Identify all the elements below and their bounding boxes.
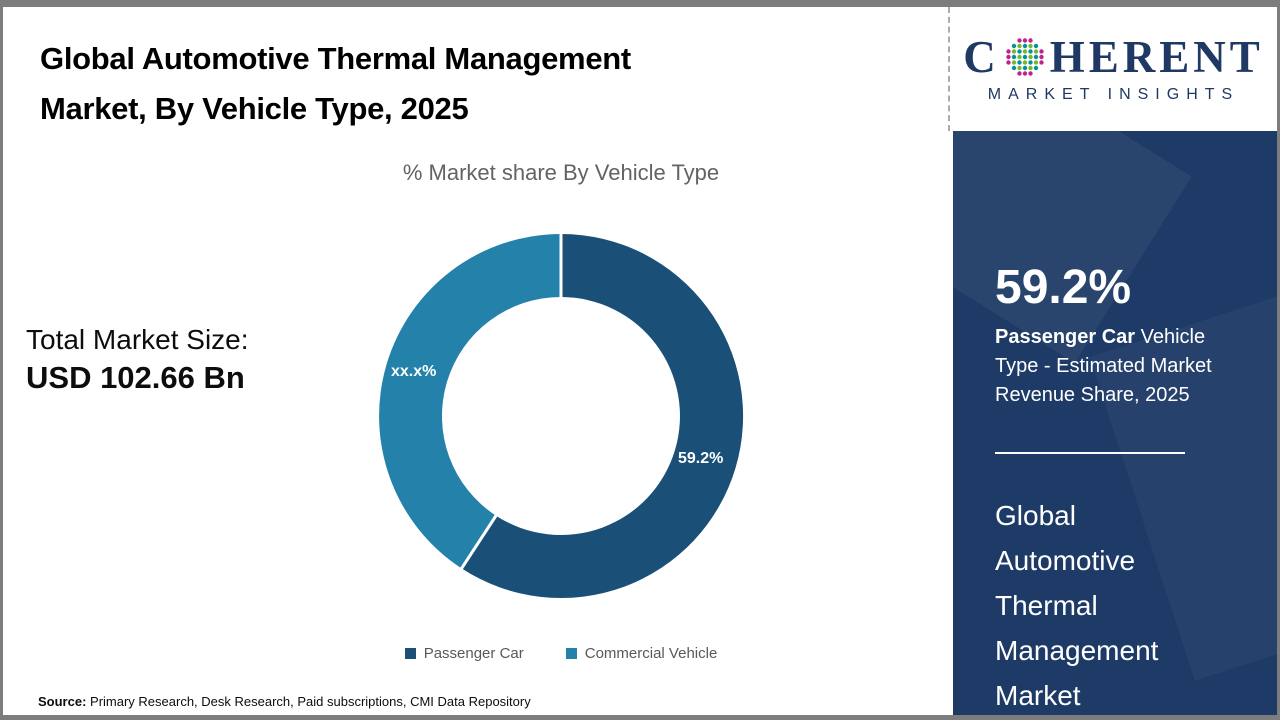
total-market-size-block: Total Market Size: USD 102.66 Bn bbox=[26, 324, 249, 396]
logo-letter-c: C bbox=[963, 31, 1000, 82]
donut-chart bbox=[379, 232, 744, 598]
panel-market-title: Global Automotive Thermal Management Mar… bbox=[995, 500, 1159, 711]
page-title: Global Automotive Thermal Management Mar… bbox=[40, 34, 631, 134]
highlight-value: 59.2% bbox=[995, 261, 1132, 314]
chart-subtitle: % Market share By Vehicle Type bbox=[402, 160, 720, 185]
source-text: Primary Research, Desk Research, Paid su… bbox=[86, 694, 531, 709]
legend-item-commercial-vehicle: Commercial Vehicle bbox=[565, 645, 718, 662]
slice-label-passenger-car: 59.2% bbox=[678, 450, 724, 467]
coherent-logo-box: C HERENT MARKET INSIGHTS bbox=[948, 7, 1277, 131]
donut-slice-commercial-vehicle bbox=[379, 234, 561, 569]
page-title-line1: Global Automotive Thermal Management bbox=[40, 41, 631, 76]
legend-item-passenger-car: Passenger Car bbox=[404, 645, 524, 662]
page-title-line2: Market, By Vehicle Type, 2025 bbox=[40, 91, 469, 126]
slice-separator-bottom-left bbox=[459, 513, 499, 571]
logo-letters-rest: HERENT bbox=[1049, 31, 1264, 82]
legend-label-commercial-vehicle: Commercial Vehicle bbox=[584, 645, 718, 662]
logo-tagline: MARKET INSIGHTS bbox=[987, 85, 1240, 103]
highlight-description: Passenger Car Vehicle Type - Estimated M… bbox=[995, 323, 1247, 410]
total-market-size-label: Total Market Size: bbox=[26, 324, 249, 355]
source-line: Source: Primary Research, Desk Research,… bbox=[38, 694, 531, 709]
legend-label-passenger-car: Passenger Car bbox=[423, 645, 524, 662]
slice-label-commercial-vehicle: xx.x% bbox=[391, 363, 437, 380]
highlight-description-bold: Passenger Car bbox=[995, 326, 1136, 348]
legend-swatch-commercial-vehicle bbox=[565, 648, 577, 659]
total-market-size-value: USD 102.66 Bn bbox=[26, 360, 245, 395]
panel-divider bbox=[995, 452, 1185, 454]
donut-slice-passenger-car bbox=[461, 233, 744, 598]
coherent-logo: C HERENT bbox=[963, 31, 1264, 82]
coherent-globe-icon bbox=[1006, 38, 1044, 76]
source-label: Source: bbox=[38, 694, 87, 709]
legend-swatch-passenger-car bbox=[404, 648, 416, 659]
sidebar-panel: 59.2% Passenger Car Vehicle Type - Estim… bbox=[953, 131, 1277, 715]
chart-legend: Passenger Car Commercial Vehicle bbox=[340, 645, 782, 662]
